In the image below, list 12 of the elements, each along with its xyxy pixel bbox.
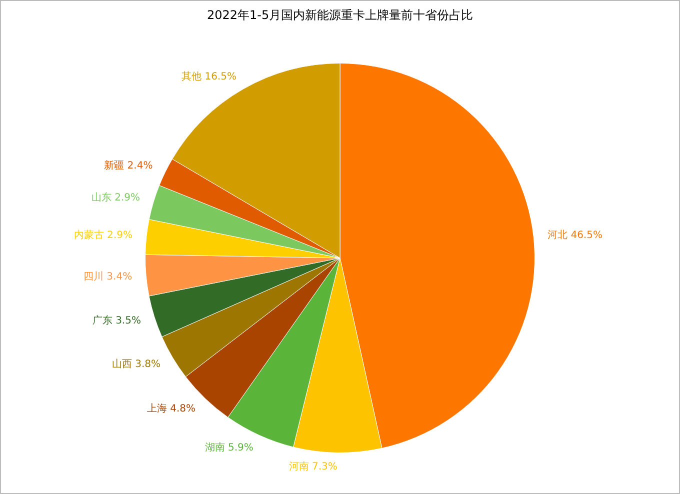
slice-label: 广东 3.5% [92, 314, 141, 327]
slice-label: 山东 2.9% [91, 192, 140, 204]
slice-label: 新疆 2.4% [104, 159, 153, 172]
slice-label: 四川 3.4% [83, 270, 132, 282]
slice-label: 湖南 5.9% [204, 442, 254, 454]
slice-label: 上海 4.8% [146, 402, 196, 414]
chart-title: 2022年1-5月国内新能源重卡上牌量前十省份占比 [206, 8, 474, 22]
slice-label: 其他 16.5% [182, 70, 236, 82]
slice-label: 河南 7.3% [288, 460, 338, 472]
slice-label: 山西 3.8% [112, 358, 161, 370]
slice-label: 内蒙古 2.9% [74, 228, 132, 241]
slice-label: 河北 46.5% [548, 228, 602, 241]
